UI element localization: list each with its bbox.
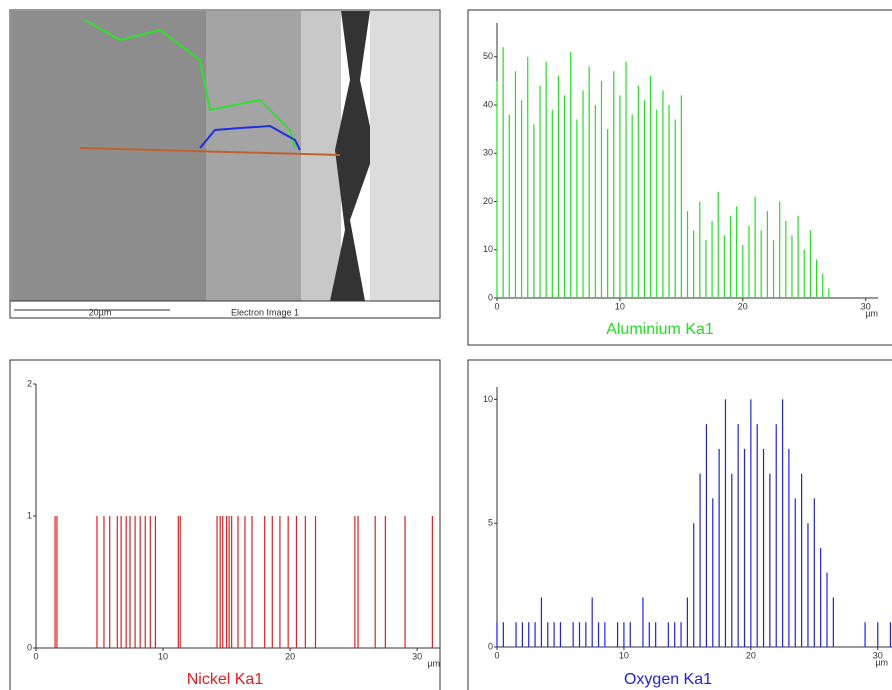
y-tick-label: 5 [488, 518, 493, 528]
x-tick-label: 10 [158, 651, 168, 661]
y-tick-label: 40 [483, 99, 493, 109]
chart-title: Oxygen Ka1 [624, 671, 712, 688]
x-unit: µm [865, 308, 878, 318]
image-region [11, 11, 206, 301]
image-region [370, 11, 439, 301]
x-tick-label: 0 [494, 650, 499, 660]
x-tick-label: 0 [33, 651, 38, 661]
image-region [301, 11, 341, 301]
x-tick-label: 10 [619, 650, 629, 660]
y-tick-label: 50 [483, 51, 493, 61]
y-tick-label: 1 [27, 510, 32, 520]
page: 20µm Electron Image 1 010203040500102030… [0, 0, 892, 690]
x-tick-label: 30 [412, 651, 422, 661]
y-tick-label: 20 [483, 196, 493, 206]
chart-title: Nickel Ka1 [187, 671, 264, 688]
sem-image: 20µm Electron Image 1 [10, 10, 440, 318]
y-tick-label: 0 [488, 292, 493, 302]
x-tick-label: 10 [615, 301, 625, 311]
x-tick-label: 20 [746, 650, 756, 660]
y-tick-label: 10 [483, 244, 493, 254]
figure: 20µm Electron Image 1 010203040500102030… [0, 0, 892, 690]
x-tick-label: 20 [285, 651, 295, 661]
chart-title: Aluminium Ka1 [606, 321, 714, 338]
image-region [206, 11, 301, 301]
y-tick-label: 2 [27, 378, 32, 388]
x-unit: µm [427, 658, 440, 668]
y-tick-label: 10 [483, 394, 493, 404]
y-tick-label: 30 [483, 148, 493, 158]
x-tick-label: 0 [494, 301, 499, 311]
scale-label: 20µm [89, 307, 112, 317]
y-tick-label: 0 [27, 642, 32, 652]
x-tick-label: 20 [738, 301, 748, 311]
y-tick-label: 0 [488, 641, 493, 651]
panel-frame [468, 360, 892, 690]
image-caption: Electron Image 1 [231, 307, 299, 317]
x-unit: µm [875, 657, 888, 667]
